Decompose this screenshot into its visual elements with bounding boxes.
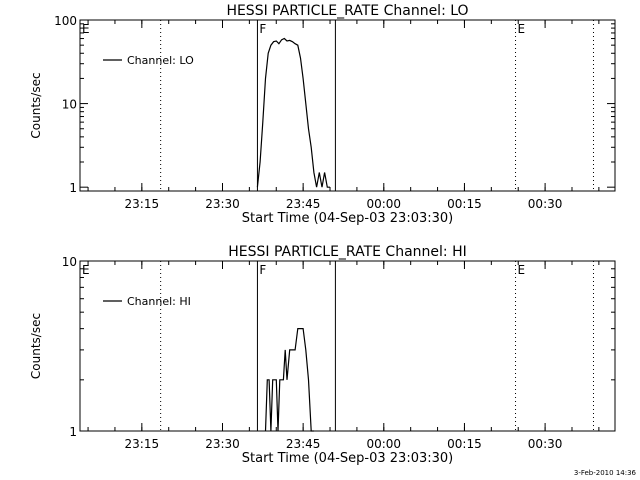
marker-label-f: F <box>259 22 266 36</box>
legend-entry: Channel: HI <box>127 295 191 308</box>
chart-title: HESSI PARTICLE_RATE Channel: HI <box>228 244 466 260</box>
chart-panel-2: HESSI PARTICLE_RATE Channel: HI 23:15 23:3… <box>29 244 616 466</box>
marker-label-e: E <box>82 263 90 277</box>
marker-label-e: E <box>518 22 526 36</box>
x-axis-label: Start Time (04-Sep-03 23:03:30) <box>242 451 453 466</box>
chart-panel-1: HESSI PARTICLE_RATE Channel: LO 23:15 23:3… <box>29 3 616 226</box>
x-tick-label: 23:30 <box>205 197 240 211</box>
plot-frame <box>79 19 616 192</box>
x-tick-label: 00:15 <box>447 437 482 451</box>
x-tick-label: 00:30 <box>528 197 563 211</box>
y-tick-label: 10 <box>62 98 77 112</box>
marker-label-e: E <box>82 22 90 36</box>
y-tick-label: 100 <box>54 14 77 28</box>
y-axis-label: Counts/sec <box>29 313 43 379</box>
marker-label-f: F <box>259 263 266 277</box>
x-tick-label: 00:30 <box>528 437 563 451</box>
series-line-1 <box>256 37 330 188</box>
timestamp: 3-Feb-2010 14:36 <box>574 469 637 477</box>
x-tick-label: 00:00 <box>366 437 401 451</box>
x-tick-label: 23:45 <box>286 437 321 451</box>
x-tick-label: 23:15 <box>125 197 160 211</box>
series-line-1 <box>264 328 314 432</box>
plot-frame <box>79 260 616 432</box>
x-tick-label: 23:30 <box>205 437 240 451</box>
x-tick-label: 00:15 <box>447 197 482 211</box>
x-tick-label: 00:00 <box>366 197 401 211</box>
y-tick-label: 1 <box>69 425 77 439</box>
y-axis-label: Counts/sec <box>29 72 43 138</box>
x-tick-label: 23:15 <box>125 437 160 451</box>
marker-label-e: E <box>518 263 526 277</box>
y-tick-label: 1 <box>69 181 77 195</box>
chart-title: HESSI PARTICLE_RATE Channel: LO <box>226 3 468 19</box>
x-axis-label: Start Time (04-Sep-03 23:03:30) <box>242 211 453 226</box>
legend-entry: Channel: LO <box>127 54 194 67</box>
y-tick-label: 10 <box>62 255 77 269</box>
x-tick-label: 23:45 <box>286 197 321 211</box>
